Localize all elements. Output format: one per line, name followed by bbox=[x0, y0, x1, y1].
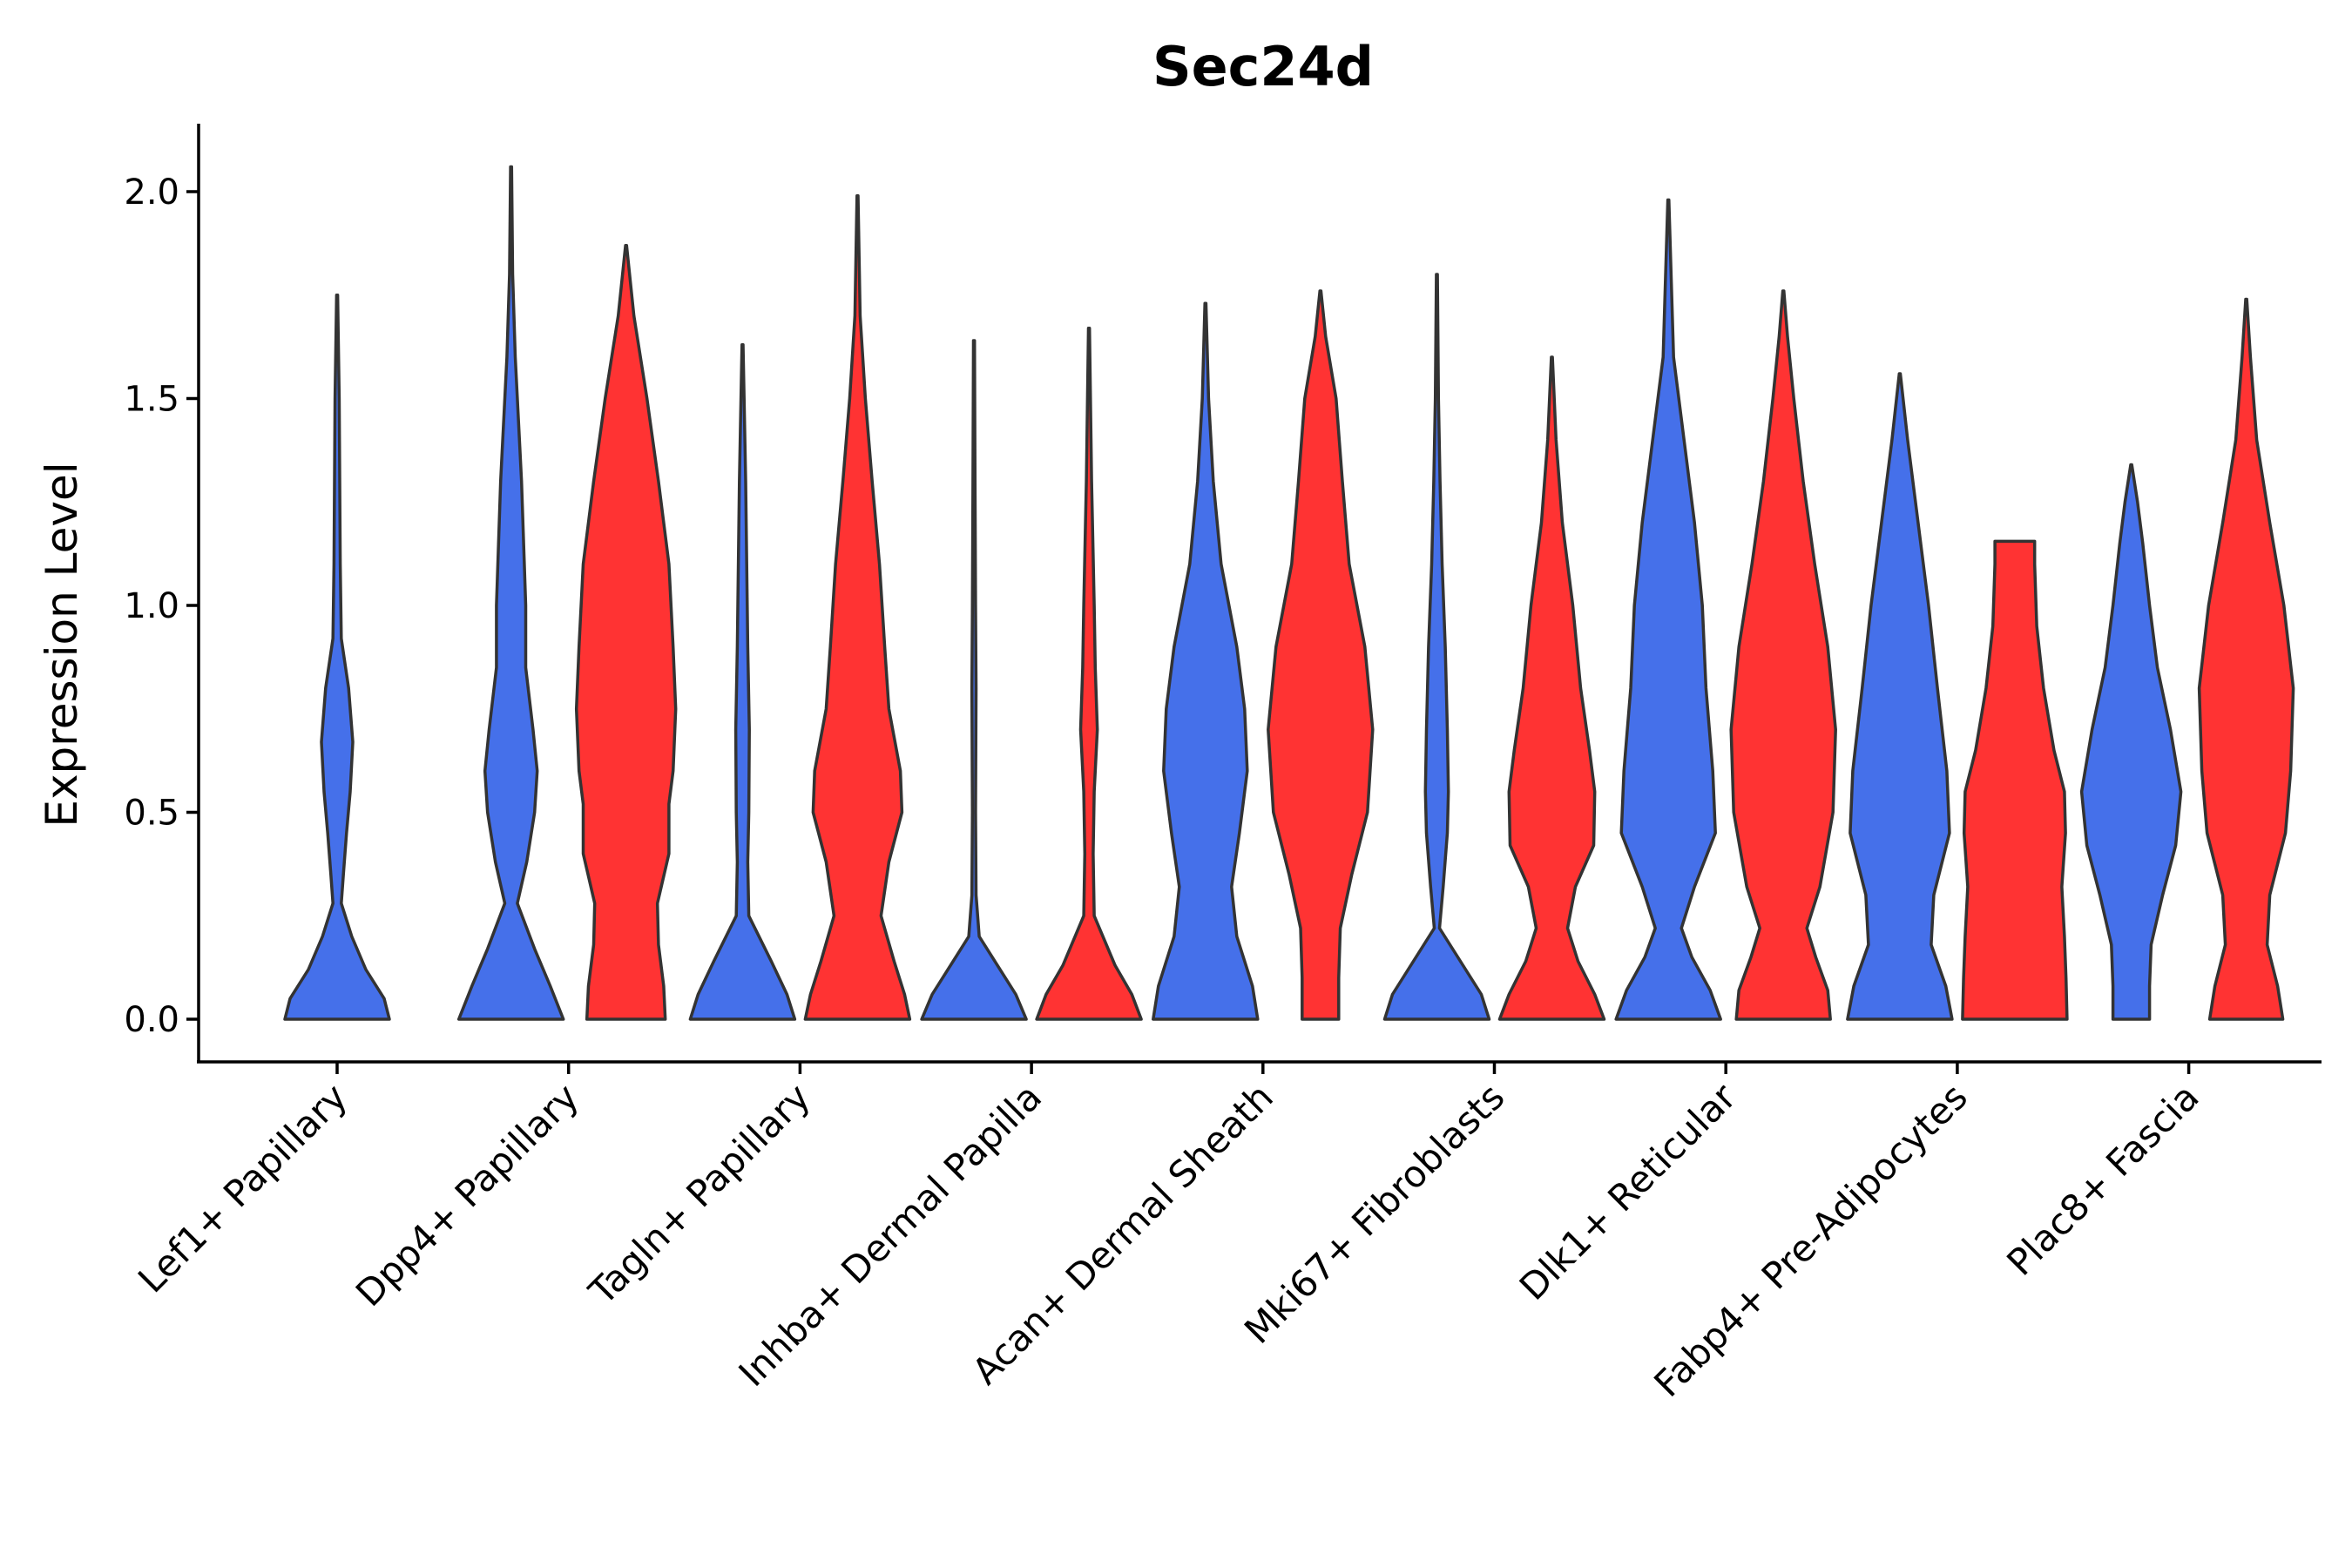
x-tick-label: Tagln+ Papillary bbox=[580, 1075, 818, 1313]
violins-layer bbox=[283, 165, 2295, 1021]
x-tick-label: Lef1+ Papillary bbox=[130, 1075, 355, 1301]
violin-red bbox=[574, 244, 678, 1021]
violin-blue bbox=[2079, 463, 2183, 1021]
x-tick-label: Plac8+ Fascia bbox=[1998, 1075, 2207, 1283]
violin-red bbox=[1035, 327, 1143, 1021]
y-tick-label: 0.0 bbox=[124, 1000, 179, 1040]
x-tick-label: Dpp4+ Papillary bbox=[348, 1075, 587, 1315]
violin-blue bbox=[920, 339, 1028, 1021]
x-tick-label: Dlk1+ Reticular bbox=[1511, 1075, 1745, 1308]
y-tick-label: 2.0 bbox=[124, 172, 179, 213]
x-tick-label: Mki67+ Fibroblasts bbox=[1236, 1075, 1512, 1351]
violin-blue bbox=[1614, 198, 1722, 1021]
violin-blue bbox=[1846, 372, 1954, 1021]
violin-red bbox=[1497, 355, 1606, 1021]
violin-red bbox=[1961, 539, 2069, 1021]
y-tick-label: 1.5 bbox=[124, 380, 179, 420]
violin-blue bbox=[1152, 301, 1260, 1021]
violin-blue bbox=[456, 165, 565, 1021]
violin-blue bbox=[688, 343, 797, 1021]
y-axis-label: Expression Level bbox=[37, 462, 87, 827]
violin-red bbox=[803, 194, 912, 1021]
y-axis-ticks: 0.0 0.5 1.0 1.5 2.0 bbox=[124, 172, 199, 1040]
y-tick-label: 0.5 bbox=[124, 794, 179, 834]
y-tick-label: 1.0 bbox=[124, 586, 179, 626]
violin-blue bbox=[283, 294, 391, 1021]
violin-red bbox=[1267, 289, 1375, 1021]
violin-blue bbox=[1382, 273, 1491, 1021]
chart-title: Sec24d bbox=[1152, 35, 1374, 98]
violin-red bbox=[1729, 289, 1837, 1021]
violin-red bbox=[2197, 297, 2295, 1021]
